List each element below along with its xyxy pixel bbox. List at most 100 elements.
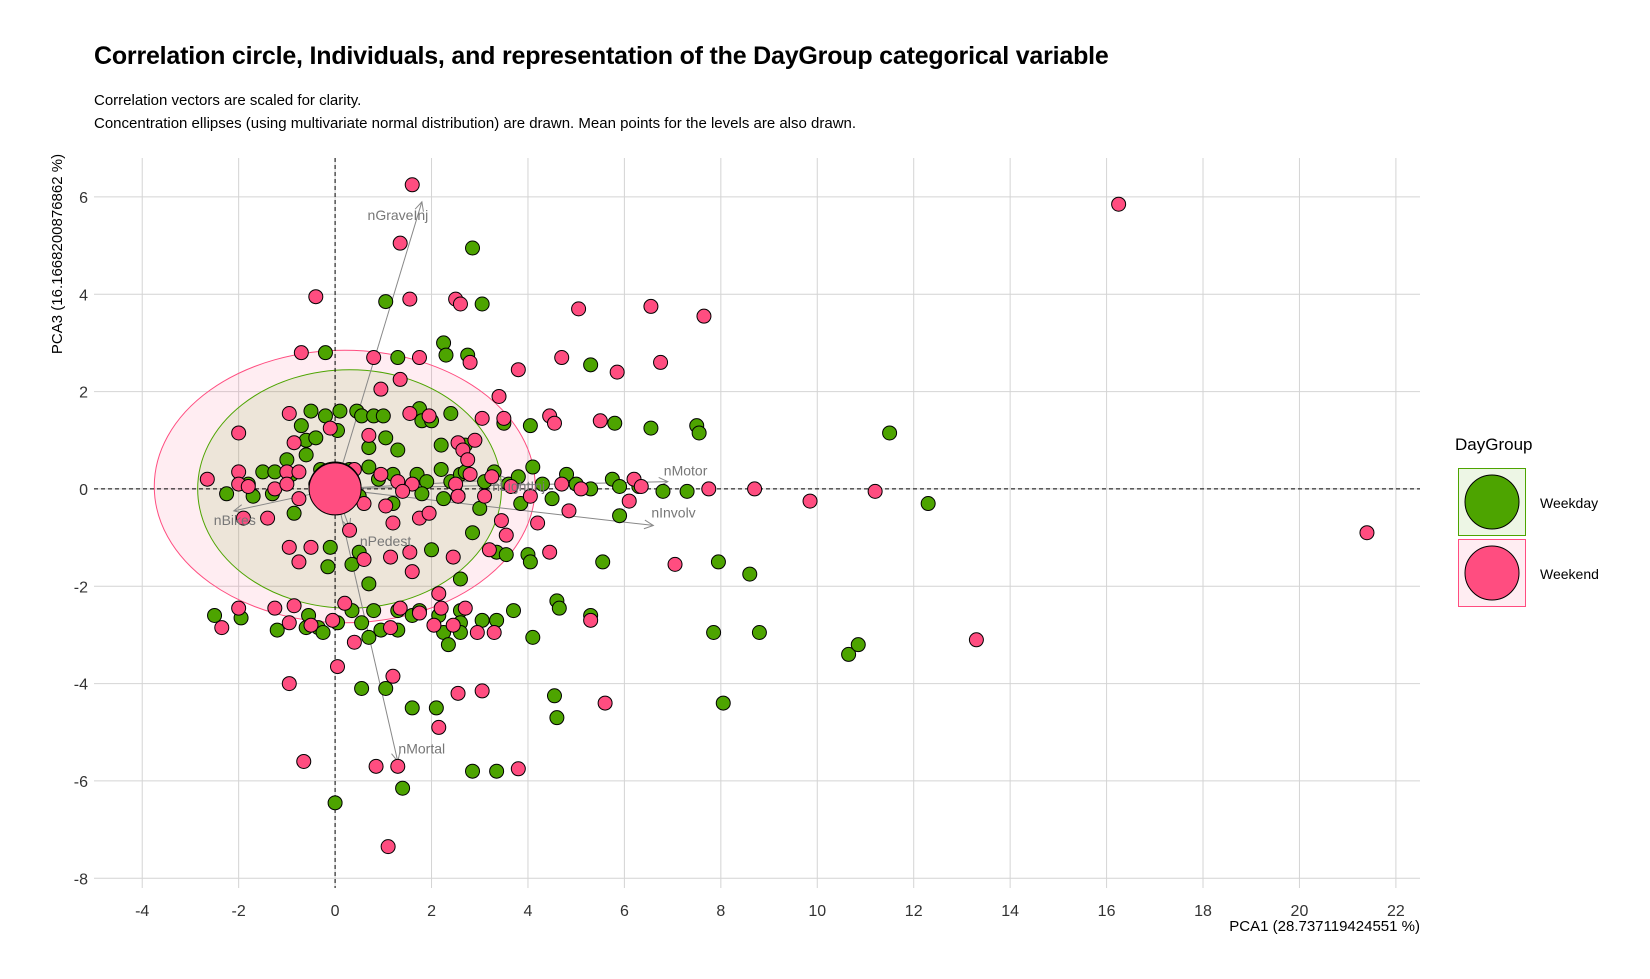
point-weekday <box>436 491 452 507</box>
point-weekend <box>431 586 447 602</box>
point-weekday <box>489 612 505 628</box>
point-weekday <box>715 695 731 711</box>
y-tick-label: 0 <box>79 482 88 499</box>
vector-arrowhead <box>414 200 424 212</box>
point-weekday <box>525 629 541 645</box>
legend-key-weekend <box>1458 539 1526 607</box>
point-weekday <box>612 508 628 524</box>
point-weekend <box>421 505 437 521</box>
mean-point-weekend <box>308 462 362 516</box>
point-weekend <box>747 481 763 497</box>
point-weekend <box>462 466 478 482</box>
point-weekend <box>214 620 230 636</box>
point-weekend <box>530 515 546 531</box>
point-weekend <box>474 683 490 699</box>
x-tick-label: -2 <box>232 903 246 920</box>
point-weekday <box>320 559 336 575</box>
point-weekend <box>633 479 649 494</box>
point-weekend <box>609 364 625 380</box>
point-weekday <box>366 603 382 619</box>
point-weekend <box>643 298 659 314</box>
chart-title: Correlation circle, Individuals, and rep… <box>94 42 1109 70</box>
point-weekend <box>486 625 502 640</box>
point-weekend <box>346 634 362 650</box>
point-weekend <box>421 408 437 424</box>
point-weekend <box>260 510 276 526</box>
tick-labels: -4 -2 0 2 4 6 8 10 12 14 16 18 20 22 -8 -6 -4 -2 0 2 4 6 <box>74 190 1405 920</box>
point-weekend <box>653 354 669 370</box>
point-weekend <box>286 435 302 451</box>
point-weekend <box>597 695 613 711</box>
point-weekend <box>493 513 509 529</box>
point-weekend <box>411 605 427 621</box>
point-weekend <box>477 488 493 504</box>
point-weekday <box>882 425 898 441</box>
point-weekend <box>330 659 346 675</box>
point-weekday <box>375 408 391 424</box>
point-weekday <box>522 418 538 434</box>
point-weekday <box>354 680 370 696</box>
x-tick-label: 10 <box>808 903 826 920</box>
point-weekend <box>281 615 297 631</box>
point-weekday <box>414 486 430 502</box>
point-weekday <box>395 780 411 796</box>
point-weekday <box>436 335 452 351</box>
point-weekday <box>742 566 758 582</box>
point-weekday <box>544 491 560 507</box>
point-weekend <box>385 515 401 531</box>
point-weekday <box>534 476 550 492</box>
point-weekday <box>332 403 348 419</box>
x-tick-label: 0 <box>331 903 340 920</box>
point-weekday <box>317 345 333 361</box>
point-weekend <box>322 420 338 436</box>
point-weekday <box>354 615 370 631</box>
point-weekend <box>522 488 538 504</box>
point-weekend <box>431 719 447 735</box>
x-tick-label: 16 <box>1098 903 1116 920</box>
point-weekday <box>424 542 440 558</box>
x-tick-label: 12 <box>905 903 923 920</box>
point-weekday <box>525 459 541 475</box>
point-weekday <box>404 700 420 716</box>
chart-subtitle-line-2: Concentration ellipses (using multivaria… <box>94 115 857 132</box>
point-weekend <box>968 632 984 648</box>
point-weekday <box>920 496 936 512</box>
point-weekend <box>392 600 408 616</box>
point-weekend <box>373 466 389 482</box>
point-weekend <box>802 493 818 509</box>
point-weekday <box>691 425 707 441</box>
point-weekend <box>667 556 683 572</box>
point-weekday <box>378 680 394 696</box>
point-weekday <box>327 795 343 811</box>
point-weekend <box>373 381 389 397</box>
x-tick-label: 18 <box>1194 903 1212 920</box>
point-weekend <box>1111 196 1127 212</box>
point-weekend <box>392 371 408 387</box>
point-weekday <box>207 607 223 623</box>
point-weekend <box>402 406 418 421</box>
point-weekend <box>554 476 570 492</box>
point-weekend <box>460 452 476 468</box>
point-weekend <box>426 617 442 633</box>
point-weekday <box>286 505 302 521</box>
point-weekend <box>450 685 466 701</box>
vector-nInvolv <box>335 488 654 526</box>
point-weekend <box>356 552 372 567</box>
point-weekend <box>498 527 514 543</box>
point-weekend <box>395 483 411 499</box>
point-weekend <box>561 503 577 519</box>
point-weekday <box>546 688 562 704</box>
point-weekend <box>445 549 461 565</box>
x-tick-label: -4 <box>135 903 149 920</box>
point-weekend <box>467 432 483 448</box>
point-weekend <box>281 539 297 555</box>
point-weekend <box>296 753 312 769</box>
vector-label-nLightInj: nLightInj <box>492 478 545 494</box>
point-weekend <box>281 676 297 692</box>
point-weekend <box>286 598 302 614</box>
point-weekday <box>583 357 599 373</box>
y-tick-label: -4 <box>74 677 88 694</box>
point-weekend <box>361 427 377 443</box>
point-weekday <box>361 459 377 475</box>
point-weekend <box>380 839 396 855</box>
